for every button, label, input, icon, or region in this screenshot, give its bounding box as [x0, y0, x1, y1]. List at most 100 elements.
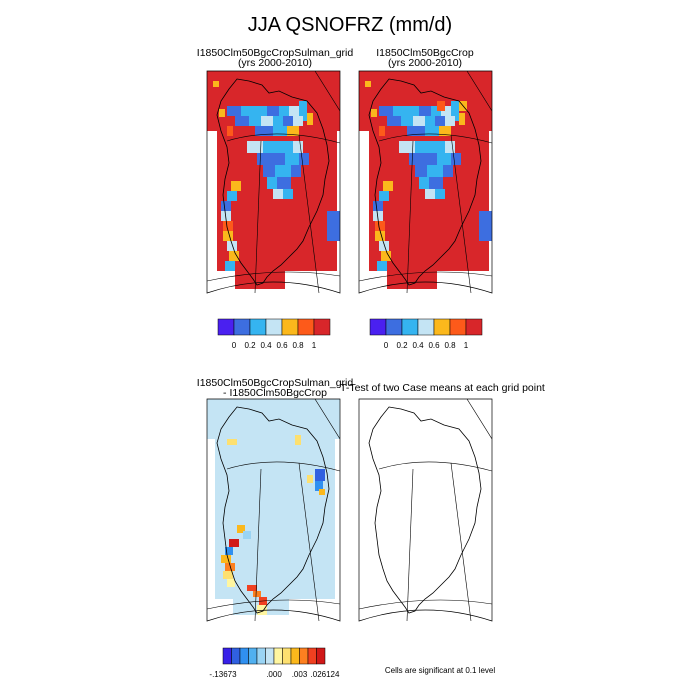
colorbar-swatch: [273, 647, 283, 665]
grid-cell: [379, 126, 385, 136]
grid-cell: [295, 435, 301, 445]
colorbar-swatch: [256, 647, 266, 665]
significance-note: Cells are significant at 0.1 level: [384, 666, 496, 675]
greenland-coastline: [368, 78, 482, 286]
grid-cell: [425, 116, 435, 126]
parallel-line: [359, 599, 492, 610]
colorbar-swatch: [281, 318, 299, 336]
grid-cell: [263, 141, 277, 153]
grid-cell: [291, 165, 301, 177]
grid-cell: [213, 81, 219, 87]
colorbar-tick-label: 0: [232, 341, 237, 350]
grid-cell: [435, 189, 445, 199]
grid-cell: [283, 116, 293, 126]
colorbar-b: 0 0.2 0.4 0.6 0.8 1: [369, 318, 483, 350]
grid-cell: [413, 116, 425, 126]
grid-cell: [445, 116, 455, 126]
meridian-line: [314, 71, 340, 112]
grid-cell: [243, 531, 251, 539]
grid-cell: [279, 106, 289, 116]
colorbar-tick-label: 0.8: [444, 341, 456, 350]
colorbar-tick-label: -.13673: [209, 670, 237, 679]
meridian-line: [406, 140, 414, 293]
grid-cell: [273, 189, 287, 199]
grid-cell: [451, 101, 459, 121]
grid-cell: [277, 141, 293, 153]
grid-cell: [327, 211, 340, 241]
grid-cell: [429, 177, 443, 189]
grid-cell: [415, 165, 427, 177]
colorbar-swatch: [239, 647, 249, 665]
meridian-line: [450, 134, 472, 293]
colorbar-tick-label: 0.4: [412, 341, 424, 350]
grid-cell: [225, 261, 235, 271]
colorbar-swatch: [265, 647, 275, 665]
grid-cell: [227, 126, 233, 136]
colorbar-tick-label: .003: [292, 670, 308, 679]
grid-cell: [285, 153, 299, 165]
colorbar-swatch: [217, 318, 235, 336]
grid-cell: [289, 106, 299, 116]
grid-cell: [227, 106, 241, 116]
grid-cell: [273, 126, 287, 136]
grid-cell: [427, 165, 443, 177]
parallel-line: [378, 133, 492, 144]
map-frame: [206, 398, 341, 622]
colorbar-swatch: [307, 647, 317, 665]
grid-cell: [225, 563, 235, 571]
parallel-line: [378, 461, 492, 472]
colorbar-swatch: [248, 647, 258, 665]
colorbar-swatch: [231, 647, 241, 665]
panel-c-title: I1850Clm50BgcCropSulman_grid: [196, 377, 354, 389]
grid-cell: [223, 571, 233, 579]
grid-cell: [235, 116, 249, 126]
parallel-line: [207, 271, 340, 282]
meridian-line: [298, 462, 320, 621]
grid-cell: [423, 153, 437, 165]
grid-cell: [445, 141, 455, 153]
map-frame: [206, 70, 341, 294]
colorbar-tick-label: 1: [464, 341, 469, 350]
panel-b-map: [359, 71, 492, 293]
grid-cell: [231, 181, 241, 191]
colorbar-swatch: [385, 318, 403, 336]
colorbar-swatch: [316, 647, 326, 665]
grid-cell: [439, 126, 451, 136]
colorbar-tick-label: 0.4: [260, 341, 272, 350]
grid-cell: [387, 271, 437, 289]
grid-cell: [419, 106, 431, 116]
grid-cell: [441, 106, 451, 116]
grid-cell: [375, 231, 385, 241]
parallel-line: [207, 599, 340, 610]
grid-cell: [227, 241, 237, 251]
grid-cell: [437, 153, 451, 165]
grid-cell: [247, 585, 257, 591]
grid-cell: [275, 165, 291, 177]
grid-cell: [235, 271, 285, 289]
parallel-line: [226, 133, 340, 144]
colorbar-swatch: [401, 318, 419, 336]
panel-a-map: [207, 71, 340, 293]
grid-cell: [227, 579, 235, 587]
meridian-line: [466, 399, 492, 440]
map-frame: [358, 70, 493, 294]
grid-cell: [373, 201, 383, 211]
meridian-line: [450, 462, 472, 621]
grid-cell: [425, 189, 439, 199]
grid-cell: [299, 153, 309, 165]
grid-cell: [451, 153, 461, 165]
grid-cell: [365, 81, 371, 87]
parallel-line: [359, 271, 492, 282]
figure-title: JJA QSNOFRZ (mm/d): [247, 14, 453, 36]
grid-cell: [379, 191, 389, 201]
grid-cell: [375, 221, 385, 231]
grid-cell: [253, 591, 261, 597]
colorbar-swatch: [433, 318, 451, 336]
grid-cell: [315, 469, 325, 481]
grid-cell: [443, 165, 453, 177]
grid-cell: [307, 113, 313, 125]
grid-cell: [221, 555, 231, 563]
grid-cell: [219, 109, 225, 117]
colorbar-swatch: [233, 318, 251, 336]
